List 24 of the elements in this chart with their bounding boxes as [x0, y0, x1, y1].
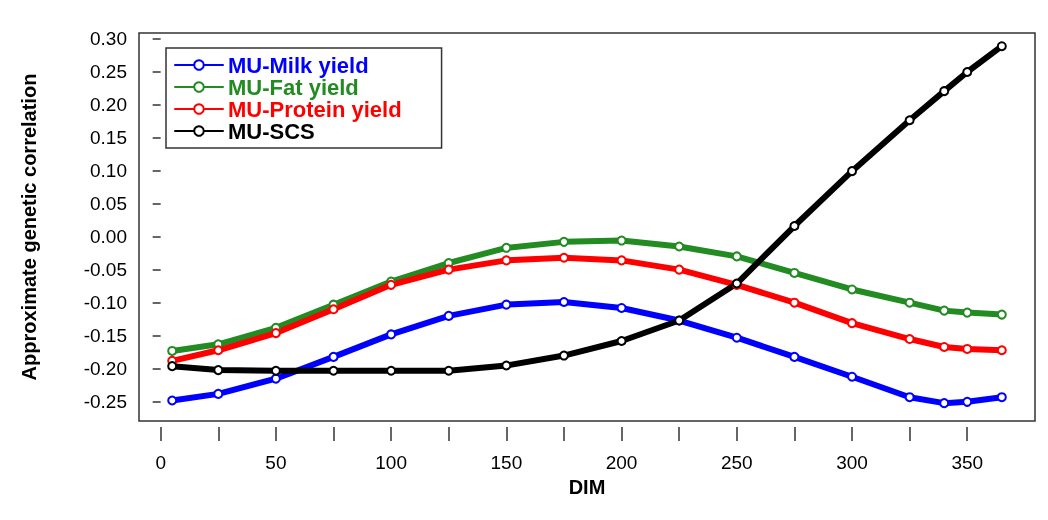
y-tick-label: 0.05: [90, 193, 127, 215]
y-tick-label: -0.05: [83, 259, 127, 281]
y-axis-title: Approximate genetic correlation: [18, 73, 40, 381]
x-axis-title: DIM: [568, 475, 606, 498]
y-tick-label: 0.00: [90, 226, 127, 248]
x-tick-label: 100: [375, 452, 407, 473]
legend-label: MU-SCS: [228, 118, 315, 144]
y-tick-label: -0.10: [83, 292, 127, 314]
y-tick-label: 0.20: [90, 93, 127, 115]
legend-label: MU-Milk yield: [228, 52, 369, 78]
y-tick-label: -0.20: [83, 358, 127, 380]
y-tick-label: 0.30: [90, 27, 127, 49]
x-tick-label: 300: [836, 452, 868, 473]
y-tick-label: 0.15: [90, 126, 127, 148]
x-tick-label: 0: [155, 452, 166, 473]
y-tick-label: -0.25: [83, 391, 127, 413]
x-tick-label: 200: [605, 452, 638, 473]
y-tick-label: 0.25: [90, 60, 127, 82]
x-tick-label: 150: [490, 452, 523, 473]
y-tick-label: 0.10: [90, 159, 127, 181]
x-tick-label: 350: [951, 452, 984, 473]
x-tick-label: 50: [265, 452, 287, 473]
x-tick-label: 250: [720, 452, 753, 473]
y-tick-label: -0.15: [83, 325, 127, 347]
